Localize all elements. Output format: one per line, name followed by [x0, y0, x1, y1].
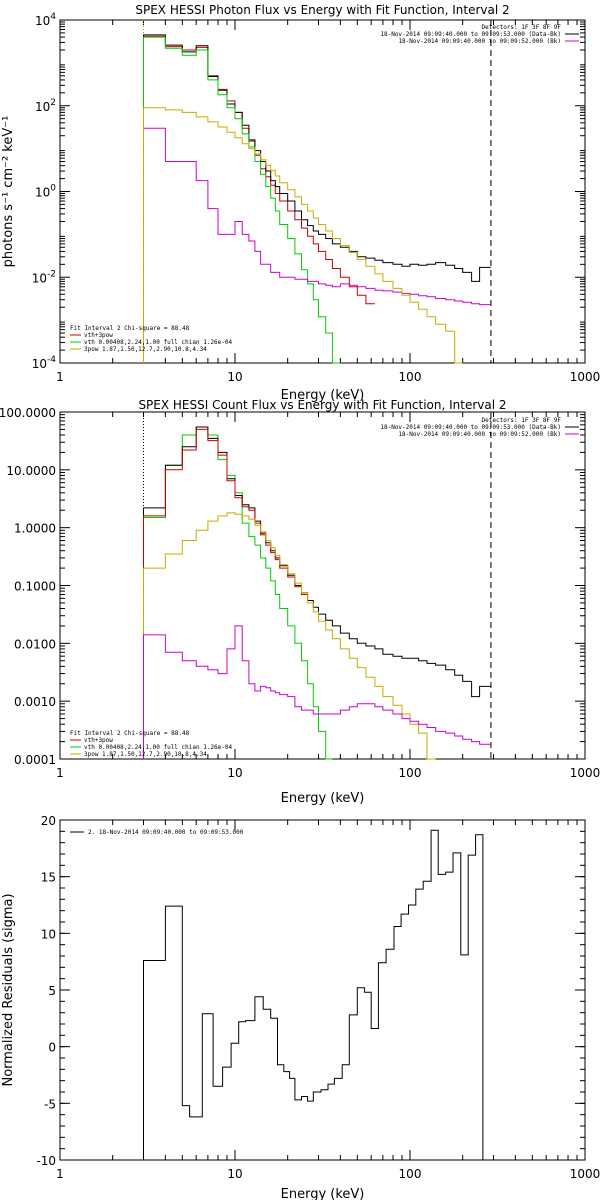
x-tick-label: 1 [56, 766, 64, 780]
legend-text: 2. 18-Nov-2014 09:09:40.000 to 09:09:53.… [88, 829, 244, 836]
y-tick-label: 100 [35, 184, 56, 200]
header-text: 18-Nov-2014 09:09:40.000 to 09:09:52.000… [398, 431, 561, 438]
series-3-line [143, 127, 491, 363]
series-1-line [143, 34, 491, 363]
x-tick-label: 1000 [570, 1167, 600, 1181]
plot-frame [59, 19, 586, 364]
header-text: 18-Nov-2014 09:09:40.000 to 09:09:53.000… [380, 31, 561, 38]
y-tick-exponent: 2 [50, 98, 56, 108]
fit-legend-text: vth+3pow [84, 737, 113, 744]
x-tick-label: 100 [399, 370, 422, 384]
y-tick-label: 104 [35, 12, 56, 28]
y-tick-base: 10 [35, 100, 50, 114]
series-0-line [143, 829, 491, 1161]
y-tick-label: 0.1000 [14, 580, 56, 594]
series-0-line [143, 35, 375, 363]
y-tick-label: 0.0100 [14, 637, 56, 651]
series-2-line [143, 428, 308, 759]
y-tick-exponent: 0 [50, 184, 56, 194]
y-tick-label: 0 [48, 1041, 56, 1055]
y-tick-label: 10.0000 [6, 464, 56, 478]
x-tick-label: 10 [227, 766, 242, 780]
y-tick-label: 0.0010 [14, 695, 56, 709]
chart-title: SPEX HESSI Count Flux vs Energy with Fit… [138, 398, 506, 412]
fit-legend-text: 3pow 1.87,1.50,12.7,2.90,10.8,4.34 [84, 751, 207, 758]
fit-legend-text: vth 0.00408,2.24,1.00 full chian 1.26e-0… [84, 339, 232, 346]
x-axis-label: Energy (keV) [281, 1187, 365, 1200]
y-tick-label: 10-2 [32, 269, 56, 285]
y-tick-base: 10 [32, 271, 47, 285]
x-tick-label: 10 [227, 370, 242, 384]
x-axis-label: Energy (keV) [281, 388, 365, 403]
x-tick-label: 1 [56, 1167, 64, 1181]
y-tick-label: -5 [44, 1097, 56, 1111]
x-tick-label: 1000 [570, 766, 600, 780]
series-1-line [143, 426, 491, 759]
series-2-line [143, 36, 341, 364]
y-tick-label: 20 [41, 814, 56, 828]
plot-frame [59, 411, 586, 760]
chart-photon: SPEX HESSI Photon Flux vs Energy with Fi… [1, 3, 600, 403]
chart-count: SPEX HESSI Count Flux vs Energy with Fit… [0, 398, 600, 806]
y-tick-label: 10 [41, 927, 56, 941]
x-axis-label: Energy (keV) [281, 791, 365, 806]
x-tick-label: 10 [227, 1167, 242, 1181]
fit-legend-text: 3pow 1.87,1.50,12.7,2.90,10.8,4.34 [84, 346, 207, 353]
x-tick-label: 1000 [570, 370, 600, 384]
x-tick-label: 100 [399, 766, 422, 780]
chart-resid: 1 10 100 1000 -10 -5 0 5 10 15 20 Energy (keV) Norma… [1, 814, 600, 1200]
y-tick-base: 10 [35, 186, 50, 200]
y-tick-base: 10 [35, 14, 50, 28]
y-tick-label: 102 [35, 98, 56, 114]
y-axis-label: Normalized Residuals (sigma) [1, 893, 16, 1086]
y-tick-label: 0.0001 [14, 753, 56, 767]
y-tick-label: 1.0000 [14, 522, 56, 536]
y-tick-label: 5 [48, 984, 56, 998]
y-tick-exponent: -4 [47, 355, 56, 365]
y-tick-base: 10 [32, 357, 47, 371]
header-text: 18-Nov-2014 09:09:40.000 to 09:09:52.000… [398, 38, 561, 45]
x-tick-label: 1 [56, 370, 64, 384]
header-text: Detectors: 1F 3F 8F 9F [482, 417, 562, 424]
y-axis-label: photons s⁻¹ cm⁻² keV⁻¹ [1, 116, 16, 268]
series-3-line [143, 512, 436, 760]
y-tick-exponent: 4 [50, 12, 56, 22]
y-tick-label: 100.0000 [0, 406, 56, 420]
plot-frame [59, 819, 586, 1161]
y-tick-label: 10-4 [32, 355, 57, 371]
header-text: 18-Nov-2014 09:09:40.000 to 09:09:53.000… [380, 424, 561, 431]
series-4-line [143, 625, 491, 759]
header-text: Detectors: 1F 3F 8F 9F [482, 24, 562, 31]
fit-legend-text: Fit Interval 2 Chi-square = 88.48 [70, 325, 190, 332]
y-tick-label: -10 [36, 1154, 56, 1168]
chart-title: SPEX HESSI Photon Flux vs Energy with Fi… [135, 3, 509, 17]
x-tick-label: 100 [399, 1167, 422, 1181]
y-tick-label: 15 [41, 871, 56, 885]
fit-legend-text: vth+3pow [84, 332, 113, 339]
y-tick-exponent: -2 [47, 269, 56, 279]
fit-legend-text: vth 0.00408,2.24,1.00 full chian 1.26e-0… [84, 744, 232, 751]
series-4-line [143, 107, 463, 364]
fit-legend-text: Fit Interval 2 Chi-square = 88.48 [70, 730, 190, 737]
